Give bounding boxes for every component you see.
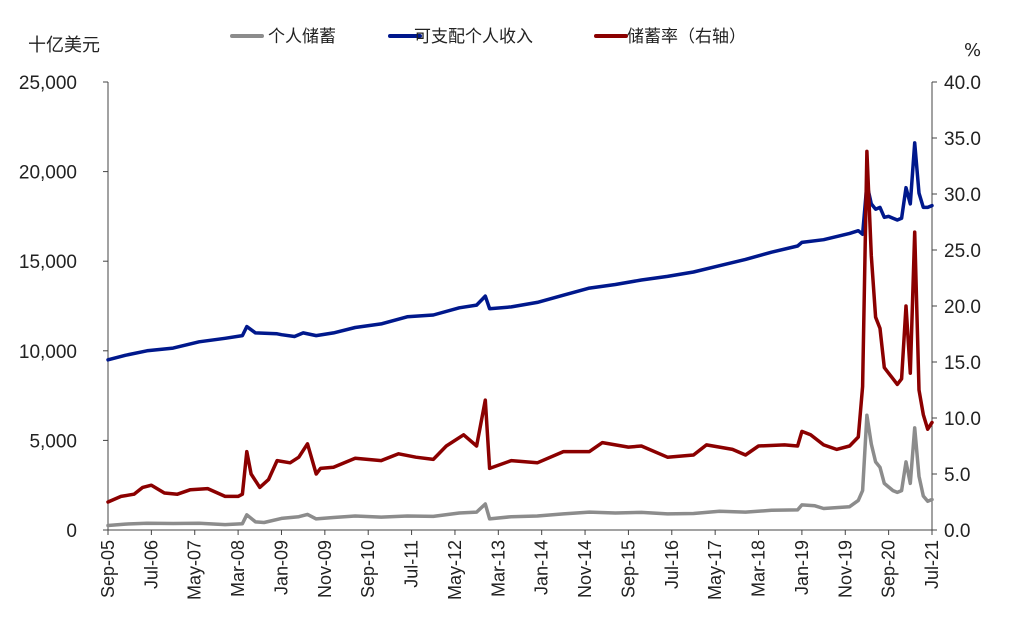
left-axis-unit: 十亿美元: [28, 35, 100, 56]
right-tick-label: 15.0: [944, 353, 981, 374]
x-tick-label: Mar-08: [228, 540, 248, 597]
x-tick-label: Nov-14: [575, 540, 595, 598]
right-tick-label: 40.0: [944, 73, 981, 94]
legend-label: 个人储蓄: [268, 27, 336, 47]
x-tick-label: Jul-21: [922, 540, 942, 589]
x-tick-label: Jul-16: [662, 540, 682, 589]
x-tick-label: Nov-09: [315, 540, 335, 598]
right-tick-label: 10.0: [944, 409, 981, 430]
x-tick-label: Nov-19: [835, 540, 855, 598]
x-tick-label: Sep-15: [618, 540, 638, 598]
x-tick-label: May-12: [445, 540, 465, 600]
legend-label: 储蓄率（右轴）: [627, 27, 746, 47]
legend: 个人储蓄 可支配个人收入 储蓄率（右轴）: [230, 27, 746, 47]
x-tick-label: Sep-05: [98, 540, 118, 598]
series-line-1: [106, 413, 934, 528]
x-tick-label: Sep-10: [358, 540, 378, 598]
series-lines: [106, 141, 934, 528]
series-line-2: [106, 141, 934, 362]
x-tick-label: May-17: [705, 540, 725, 600]
right-tick-label: 5.0: [944, 465, 970, 486]
x-tick-label: Jan-19: [792, 540, 812, 595]
x-tick-label: Mar-18: [749, 540, 769, 597]
right-tick-label: 0.0: [944, 521, 970, 542]
axes: 0 5,000 10,000 15,000 20,000 25,000 0.0 5.0 10.0…: [19, 73, 981, 600]
x-tick-label: May-07: [185, 540, 205, 600]
x-tick-label: Jul-06: [141, 540, 161, 589]
x-tick-label: Mar-13: [488, 540, 508, 597]
left-tick-label: 0: [66, 521, 77, 542]
left-tick-label: 15,000: [19, 252, 77, 273]
right-tick-label: 35.0: [944, 129, 981, 150]
left-tick-label: 25,000: [19, 73, 77, 94]
x-tick-label: Jul-11: [402, 540, 422, 588]
left-tick-label: 10,000: [19, 342, 77, 363]
legend-label: 可支配个人收入: [414, 27, 533, 47]
right-tick-label: 20.0: [944, 297, 981, 318]
right-axis-unit: %: [964, 40, 981, 61]
x-tick-label: Jan-09: [271, 540, 291, 595]
series-line-3: [106, 149, 934, 504]
right-tick-label: 25.0: [944, 241, 981, 262]
left-tick-label: 5,000: [29, 431, 77, 452]
x-tick-label: Jan-14: [532, 540, 552, 595]
x-tick-label: Sep-20: [879, 540, 899, 598]
right-tick-label: 30.0: [944, 185, 981, 206]
left-tick-label: 20,000: [19, 163, 77, 184]
